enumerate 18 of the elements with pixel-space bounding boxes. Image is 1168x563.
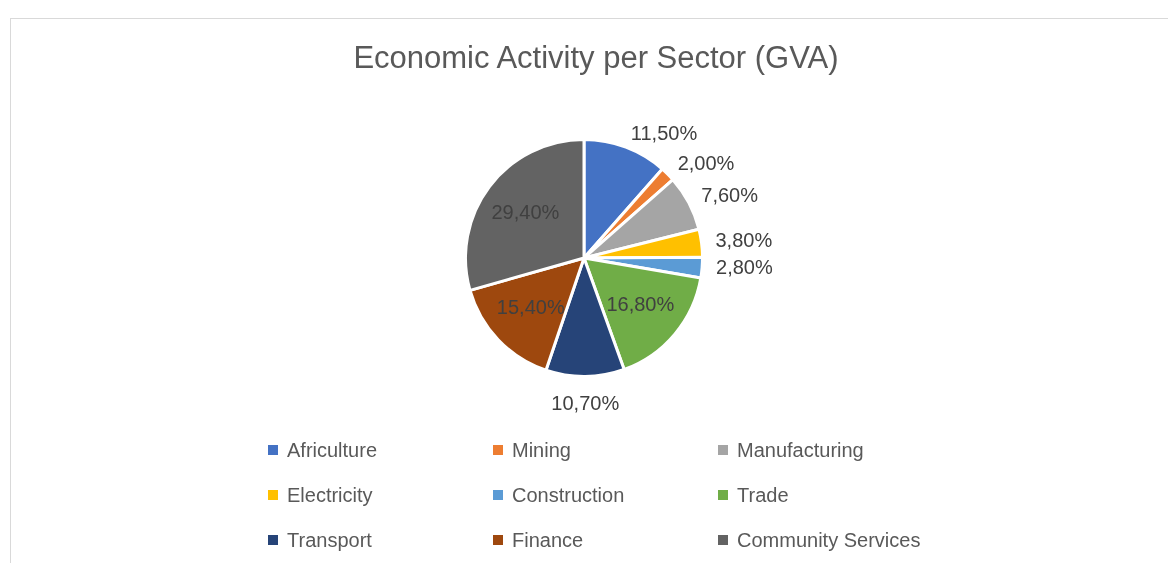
data-label: 16,80% (606, 292, 675, 315)
data-label: 7,60% (701, 183, 759, 206)
legend-label: Construction (512, 483, 625, 507)
data-label: 2,80% (716, 256, 773, 279)
data-label: 2,00% (677, 151, 735, 174)
legend-label: Trade (737, 483, 789, 507)
legend-label: Africulture (287, 438, 378, 462)
legend-label: Electricity (287, 483, 373, 507)
legend-label: Transport (287, 528, 372, 552)
data-label: 11,50% (630, 121, 698, 144)
legend-label: Manufacturing (737, 438, 864, 462)
data-label: 15,40% (496, 296, 565, 319)
legend-label: Mining (512, 438, 571, 462)
legend-label: Community Services (737, 528, 921, 552)
data-label: 10,70% (551, 392, 620, 415)
data-label: 3,80% (715, 228, 773, 251)
chart-title: Economic Activity per Sector (GVA) (352, 40, 840, 76)
legend-label: Finance (512, 528, 584, 552)
